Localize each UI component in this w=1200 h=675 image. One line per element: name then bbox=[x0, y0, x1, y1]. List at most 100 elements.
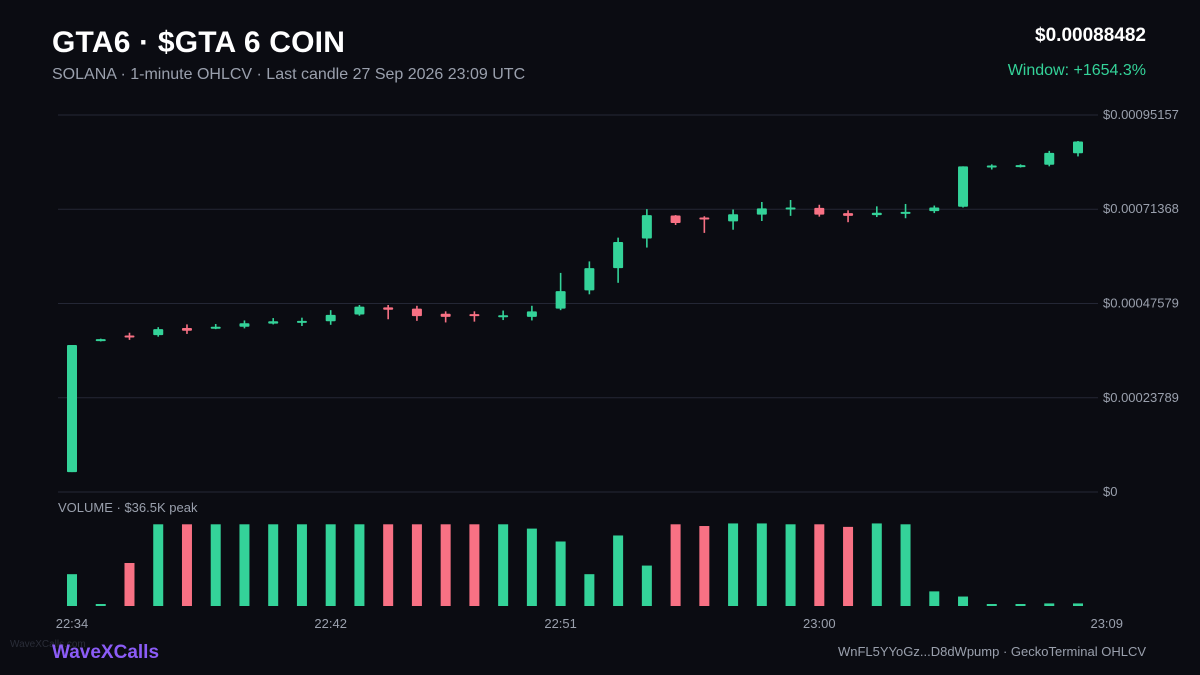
x-tick-label: 22:51 bbox=[544, 616, 577, 631]
y-tick-label: $0.00047579 bbox=[1103, 295, 1179, 310]
candle bbox=[756, 201, 767, 222]
candle-body bbox=[641, 215, 652, 239]
candle bbox=[1015, 164, 1026, 168]
candle bbox=[95, 338, 106, 342]
volume-bar bbox=[498, 524, 509, 606]
volume-bar bbox=[756, 523, 767, 606]
volume-bar bbox=[986, 604, 997, 606]
volume-bar bbox=[1015, 604, 1026, 606]
candle-body bbox=[900, 211, 911, 214]
chart-title: GTA6 · $GTA 6 COIN bbox=[52, 26, 346, 59]
volume-label: VOLUME · $36.5K peak bbox=[58, 500, 198, 515]
candle bbox=[440, 311, 451, 323]
candle-body bbox=[728, 214, 739, 222]
candle-body bbox=[239, 323, 250, 327]
candle bbox=[354, 304, 365, 316]
candle bbox=[814, 204, 825, 217]
source-credit: WnFL5YYoGz...D8dWpump · GeckoTerminal OH… bbox=[837, 644, 1146, 659]
volume-bar bbox=[354, 524, 365, 606]
candle bbox=[325, 310, 336, 325]
candle-body bbox=[124, 335, 135, 338]
candle-body bbox=[1073, 141, 1083, 154]
y-tick-label: $0 bbox=[1103, 484, 1117, 499]
volume-bar bbox=[440, 524, 451, 606]
candle-body bbox=[756, 208, 767, 215]
volume-bar bbox=[181, 524, 192, 606]
candle bbox=[929, 205, 940, 214]
candle bbox=[383, 304, 394, 320]
volume-bar bbox=[900, 524, 911, 606]
candle bbox=[124, 332, 135, 340]
volume-bar bbox=[728, 523, 739, 606]
x-tick-label: 23:00 bbox=[803, 616, 836, 631]
volume-bar bbox=[814, 524, 825, 606]
candle-body bbox=[325, 314, 336, 322]
candle-body bbox=[440, 313, 451, 317]
candle-body bbox=[469, 314, 480, 317]
volume-bar bbox=[325, 524, 336, 606]
candle bbox=[268, 318, 279, 325]
candle bbox=[555, 272, 566, 311]
volume-bar bbox=[613, 535, 624, 606]
candle-body bbox=[814, 207, 825, 215]
volume-bar bbox=[296, 524, 307, 606]
volume-bar bbox=[1044, 603, 1055, 606]
x-tick-label: 22:34 bbox=[56, 616, 89, 631]
candle-body bbox=[843, 213, 854, 216]
candle-body bbox=[383, 307, 394, 310]
watermark: WaveXCalls.com bbox=[10, 639, 86, 650]
candle bbox=[296, 317, 307, 326]
volume-bar bbox=[268, 524, 279, 606]
candle bbox=[1073, 140, 1083, 157]
candle-body bbox=[584, 268, 595, 291]
volume-bar bbox=[929, 591, 940, 606]
candle-body bbox=[67, 345, 77, 473]
candle bbox=[871, 206, 882, 218]
x-axis-ticks: 22:34 22:42 22:51 23:00 23:09 bbox=[56, 616, 1123, 631]
volume-bar bbox=[383, 524, 394, 606]
chart-subtitle: SOLANA · 1-minute OHLCV · Last candle 27… bbox=[52, 66, 526, 83]
grid-lines bbox=[58, 114, 1098, 493]
volume-bar bbox=[210, 524, 221, 606]
brand-logo[interactable]: WaveXCalls bbox=[52, 642, 160, 663]
volume-bar bbox=[555, 541, 566, 606]
volume-bar bbox=[526, 528, 537, 606]
candle bbox=[153, 327, 164, 337]
candle-body bbox=[929, 207, 940, 212]
candle bbox=[526, 305, 537, 321]
volume-bar bbox=[641, 565, 652, 606]
volume-bar bbox=[469, 524, 480, 606]
candle bbox=[699, 216, 710, 233]
x-tick-label: 22:42 bbox=[314, 616, 347, 631]
volume-bar bbox=[1073, 603, 1083, 606]
candle-body bbox=[613, 242, 624, 269]
candle-body bbox=[210, 326, 221, 329]
y-tick-label: $0.00023789 bbox=[1103, 390, 1179, 405]
candle-body bbox=[555, 291, 566, 309]
candle-body bbox=[958, 166, 969, 207]
candle-body bbox=[498, 315, 509, 318]
candle bbox=[641, 209, 652, 248]
candle bbox=[210, 324, 221, 330]
candle-body bbox=[1015, 165, 1026, 168]
candle-body bbox=[986, 165, 997, 168]
candle-body bbox=[670, 215, 681, 223]
volume-bar bbox=[67, 574, 77, 606]
candle bbox=[584, 261, 595, 295]
volume-bar bbox=[239, 524, 250, 606]
candle bbox=[498, 310, 509, 321]
candle-body bbox=[181, 327, 192, 331]
candle-body bbox=[411, 308, 422, 317]
volume-bar bbox=[958, 596, 969, 606]
candle bbox=[181, 324, 192, 334]
candle-body bbox=[526, 311, 537, 317]
candle-body bbox=[296, 320, 307, 323]
candle-body bbox=[153, 329, 164, 336]
candle bbox=[1044, 150, 1055, 167]
candle bbox=[613, 237, 624, 283]
volume-bar bbox=[411, 524, 422, 606]
candle bbox=[67, 345, 77, 473]
x-tick-label: 23:09 bbox=[1090, 616, 1123, 631]
window-change: Window: +1654.3% bbox=[1007, 62, 1146, 79]
